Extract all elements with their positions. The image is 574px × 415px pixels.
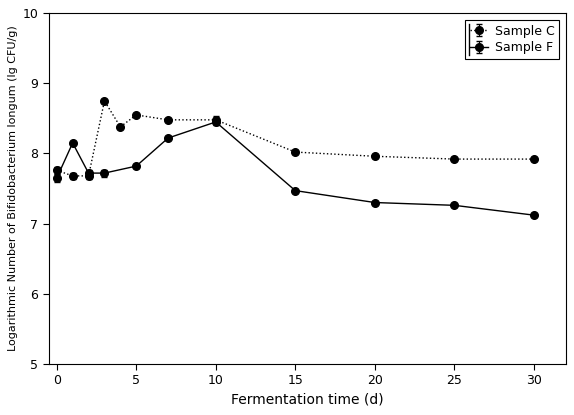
Legend: Sample C, Sample F: Sample C, Sample F (465, 20, 560, 59)
Y-axis label: Logarithmic Number of Bifidobacterium longum (lg CFU/g): Logarithmic Number of Bifidobacterium lo… (9, 26, 18, 352)
X-axis label: Fermentation time (d): Fermentation time (d) (231, 393, 383, 407)
